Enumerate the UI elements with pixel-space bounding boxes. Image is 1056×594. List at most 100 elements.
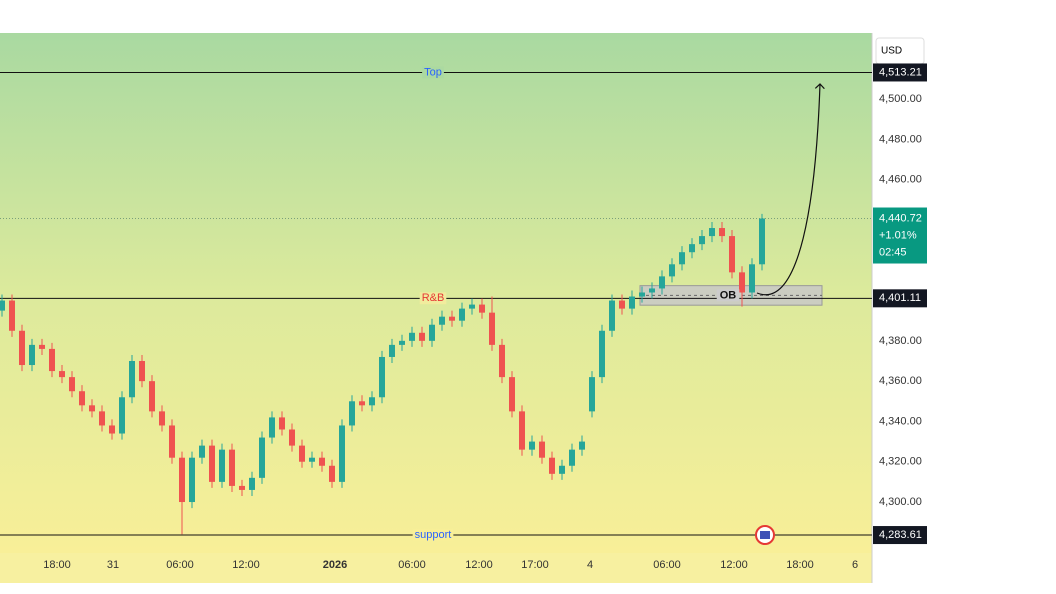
candle-body [199,445,205,458]
candle-body [189,457,195,503]
candle-body [689,244,695,253]
candle-body [559,465,565,474]
candle-body [719,228,725,237]
current-price-box [873,207,927,264]
candle-body [349,401,355,426]
candle-body [149,381,155,412]
price-label: 4,513.21 [879,66,922,78]
candle-body [219,449,225,482]
candle-body [599,330,605,378]
x-tick-label: 31 [107,559,119,571]
x-tick-label: 17:00 [521,559,549,571]
candle-body [99,411,105,426]
candle-body [519,411,525,450]
candle-body [339,425,345,482]
candle-body [179,457,185,503]
y-tick-label: 4,360.00 [879,375,922,387]
y-tick-label: 4,480.00 [879,133,922,145]
candle-body [419,332,425,341]
x-tick-label: 4 [587,559,593,571]
candle-body [139,360,145,382]
candle-body [229,449,235,486]
level-label: support [415,529,452,541]
x-tick-label: 06:00 [653,559,681,571]
candle-body [739,272,745,293]
candle-body [9,300,15,331]
level-label-bg [412,528,454,541]
current-change: +1.01% [879,229,917,241]
candle-body [589,377,595,412]
price-axis-background [872,33,927,583]
candle-body [69,377,75,392]
candle-body [509,377,515,412]
candle-body [409,332,415,341]
price-label-box [873,526,927,545]
candle-body [479,304,485,313]
x-tick-label: 18:00 [786,559,814,571]
candle-body [629,296,635,309]
candle-body [19,330,25,366]
x-tick-label: 6 [852,559,858,571]
candle-body [389,344,395,357]
candle-body [29,344,35,366]
candle-body [289,429,295,446]
y-tick-label: 4,300.00 [879,496,922,508]
candle-body [659,276,665,289]
price-label: 4,283.61 [879,529,922,541]
candle-body [379,356,385,398]
candle-body [249,477,255,490]
candle-body [469,304,475,309]
candle-body [399,340,405,345]
candle-body [459,308,465,321]
candle-body [329,465,335,482]
candle-body [299,445,305,462]
x-tick-label: 2026 [323,559,347,571]
candle-body [709,228,715,237]
candle-body [499,344,505,378]
candle-body [159,411,165,426]
ob-label-bg [716,289,740,302]
candle-body [429,324,435,341]
x-tick-label: 12:00 [720,559,748,571]
candle-body [89,405,95,412]
candle-body [679,252,685,265]
candle-body [639,292,645,297]
candle-body [529,441,535,450]
candle-body [59,371,65,378]
candle-body [129,360,135,398]
candle-body [579,441,585,450]
candle-body [0,300,5,311]
time-axis-background [0,553,872,583]
y-tick-label: 4,380.00 [879,335,922,347]
candle-body [119,397,125,434]
projection-arrow [756,84,820,296]
candle-body [609,300,615,331]
candle-body [669,264,675,277]
x-tick-label: 18:00 [43,559,71,571]
x-tick-label: 12:00 [232,559,260,571]
candle-body [549,457,555,474]
countdown: 02:45 [879,246,907,258]
candle-body [49,348,55,372]
x-tick-label: 06:00 [398,559,426,571]
candle-body [109,425,115,434]
currency: USD [881,46,902,57]
flag-icon [755,525,775,545]
candle-body [489,312,495,345]
level-label: Top [424,66,442,78]
y-tick-label: 4,460.00 [879,174,922,186]
candle-body [239,485,245,490]
x-tick-label: 06:00 [166,559,194,571]
price-label-box [873,289,927,308]
candle-body [259,437,265,478]
price-label-box [873,63,927,82]
candle-body [359,401,365,406]
candle-body [439,316,445,325]
candle-body [279,417,285,430]
candle-body [369,397,375,406]
candle-body [309,457,315,462]
candle-body [699,236,705,245]
candle-body [759,218,765,265]
level-label-bg [419,292,447,305]
